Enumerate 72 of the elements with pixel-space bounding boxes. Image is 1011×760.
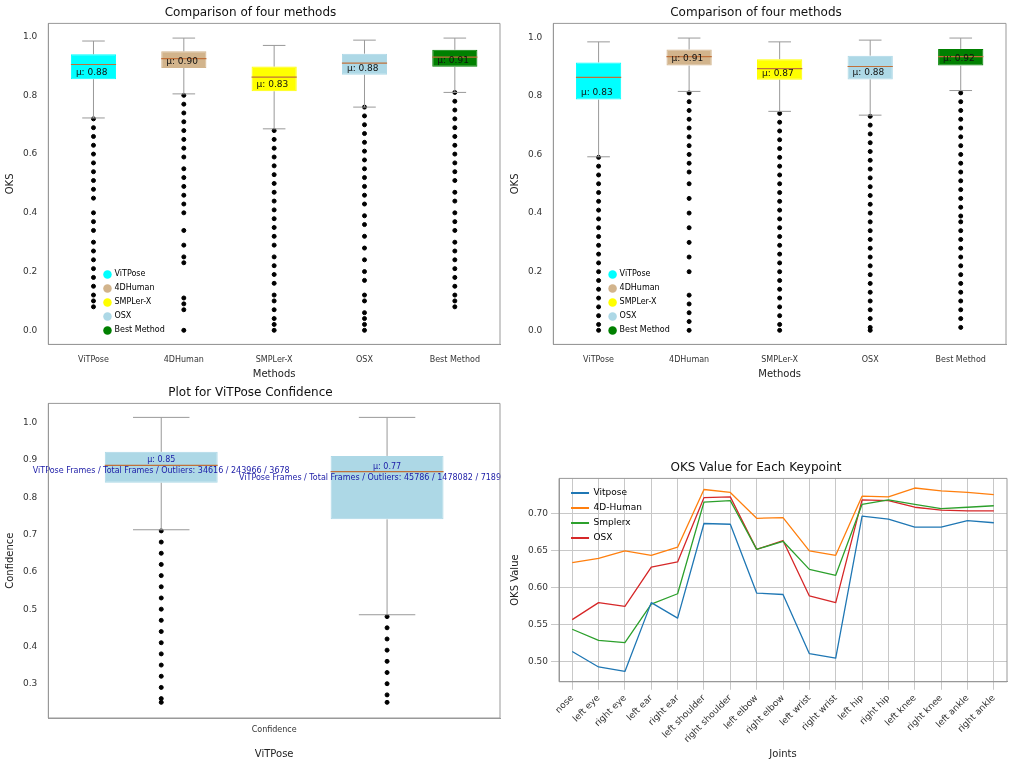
x-tick-label: SMPLer-X [255, 355, 294, 365]
chart-title: OKS Value for Each Keypoint [670, 460, 842, 475]
y-tick-label: 0.3 [22, 678, 38, 689]
x-axis-title: ViTPose [254, 747, 294, 759]
annotation: μ: 0.85 [147, 455, 176, 465]
y-tick-label: 0.4 [22, 640, 38, 651]
x-tick-label: Best Method [935, 355, 986, 365]
y-tick-label: 0.50 [527, 656, 549, 667]
y-tick-label: 0.2 [527, 266, 543, 277]
annotation: μ: 0.83 [580, 87, 613, 98]
y-tick-label: 0.5 [22, 603, 38, 614]
y-tick-label: 0.4 [22, 207, 38, 218]
chart-title: Plot for ViTPose Confidence [168, 385, 333, 400]
y-tick-label: 0.55 [527, 619, 549, 630]
legend-label: 4DHuman [114, 283, 155, 293]
x-tick-label: Best Method [429, 355, 480, 365]
annotation: μ: 0.88 [852, 67, 885, 78]
y-tick-label: 0.8 [22, 491, 38, 502]
y-axis-title: OKS [508, 173, 520, 195]
x-tick-label: SMPLer-X [761, 355, 799, 365]
y-tick-label: 0.60 [527, 582, 549, 593]
y-tick-label: 0.0 [22, 324, 38, 335]
annotation: μ: 0.77 [373, 461, 402, 471]
legend-label: SMPLer-X [619, 297, 657, 307]
x-axis-title: Methods [758, 367, 802, 379]
annotation: μ: 0.83 [256, 79, 289, 90]
legend-label: 4D-Human [593, 502, 642, 513]
y-tick-label: 0.9 [22, 454, 38, 465]
y-axis-title: OKS [3, 173, 15, 195]
y-tick-label: 0.70 [527, 508, 549, 519]
annotation: μ: 0.87 [762, 67, 794, 78]
y-tick-label: 0.7 [22, 528, 38, 539]
y-axis-title: Confidence [3, 532, 15, 589]
legend-label: OSX [593, 532, 613, 543]
legend-label: Best Method [114, 325, 165, 335]
chart-title: Comparison of four methods [164, 5, 337, 20]
y-tick-label: 0.8 [22, 89, 38, 100]
legend-label: Vitpose [593, 487, 628, 498]
legend-label: ViTPose [619, 269, 651, 279]
y-tick-label: 0.6 [22, 148, 38, 159]
legend-label: SMPLer-X [114, 297, 152, 307]
y-tick-label: 1.0 [527, 31, 543, 42]
x-axis-title: Joints [768, 747, 797, 759]
annotation: μ: 0.88 [346, 62, 379, 73]
y-axis-title: OKS Value [508, 554, 520, 606]
text: Confidence [251, 725, 297, 735]
y-tick-label: 0.6 [527, 148, 543, 159]
legend-label: 4DHuman [619, 283, 660, 293]
x-tick-label: 4DHuman [163, 355, 204, 365]
legend-label: Smplerx [593, 517, 632, 528]
x-axis-title: Methods [252, 367, 296, 379]
legend-label: ViTPose [114, 269, 146, 279]
legend-label: Best Method [619, 325, 670, 335]
y-tick-label: 1.0 [22, 30, 38, 41]
annotation: μ: 0.88 [75, 67, 108, 78]
y-tick-label: 0.4 [527, 207, 543, 218]
y-tick-label: 0.0 [527, 324, 543, 335]
x-tick-label: OSX [356, 355, 374, 365]
y-tick-label: 0.65 [527, 545, 549, 556]
y-tick-label: 0.6 [22, 566, 38, 577]
x-tick-label: OSX [861, 355, 880, 365]
annotation: μ: 0.91 [671, 53, 704, 64]
chart-title: Comparison of four methods [670, 5, 842, 20]
y-tick-label: 0.2 [22, 265, 38, 276]
legend-label: OSX [619, 311, 637, 321]
y-tick-label: 1.0 [22, 417, 38, 428]
legend-label: OSX [114, 311, 132, 321]
y-tick-label: 0.8 [527, 90, 543, 101]
x-tick-label: ViTPose [583, 355, 615, 365]
x-tick-label: ViTPose [78, 355, 110, 365]
x-tick-label: 4DHuman [669, 355, 710, 365]
annotation: μ: 0.90 [166, 55, 199, 66]
